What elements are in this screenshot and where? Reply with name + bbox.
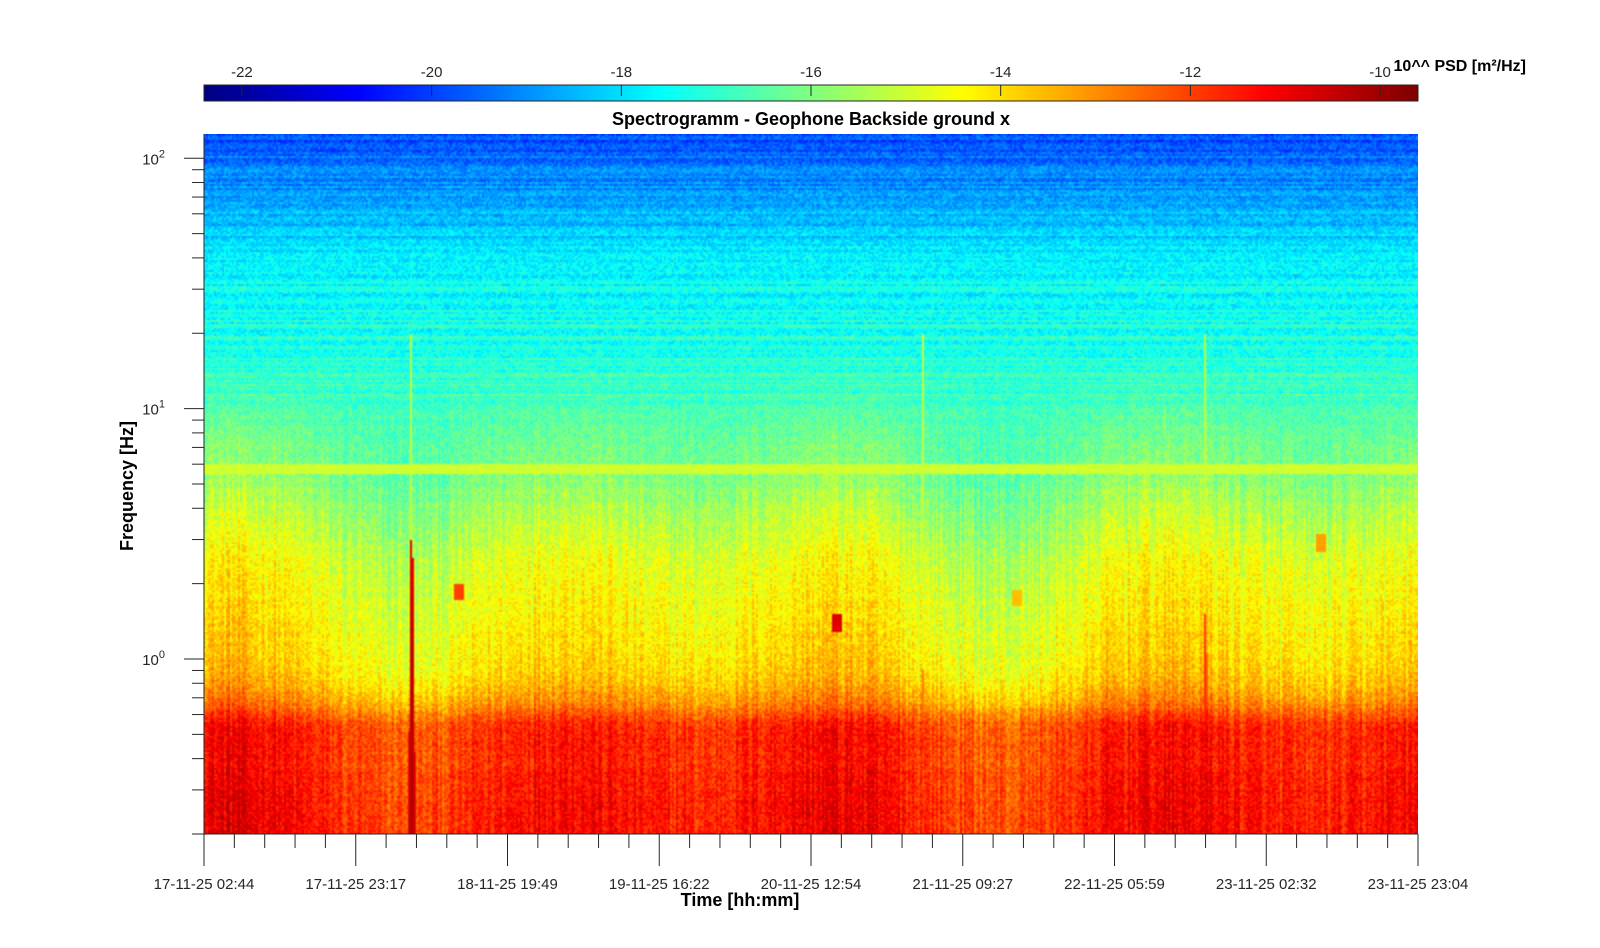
x-axis: 17-11-25 02:44 17-11-25 23:17 18-11-25 19:… — [154, 833, 1469, 893]
colorbar-tick-label: -20 — [421, 64, 443, 81]
x-tick-label: 23-11-25 02:32 — [1216, 876, 1317, 893]
colorbar-tick-label: -22 — [231, 64, 253, 81]
x-tick-label: 21-11-25 09:27 — [912, 876, 1013, 893]
plot-area: 100 101 102 17-11-25 02:44 17-11-25 23:17 18… — [142, 134, 1468, 893]
x-tick-label: 19-11-25 16:22 — [609, 876, 710, 893]
colorbar-label: 10^^ PSD [m²/Hz] — [1394, 58, 1526, 75]
chart-title: Spectrogramm - Geophone Backside ground … — [612, 109, 1010, 129]
x-tick-label: 20-11-25 12:54 — [761, 876, 862, 893]
colorbar-tick-label: -14 — [990, 64, 1012, 81]
x-tick-label: 22-11-25 05:59 — [1064, 876, 1165, 893]
x-tick-label: 17-11-25 02:44 — [154, 876, 255, 893]
y-axis-label: Frequency [Hz] — [117, 421, 137, 551]
colorbar: -22 -20 -18 -16 -14 -12 -10 10^^ PSD [m²/Hz] — [203, 58, 1526, 102]
y-tick-label: 100 — [142, 649, 165, 669]
spectrogram-image — [204, 134, 1418, 834]
colorbar-tick-label: -12 — [1180, 64, 1202, 81]
x-tick-label: 18-11-25 19:49 — [457, 876, 558, 893]
x-tick-label: 17-11-25 23:17 — [305, 876, 406, 893]
y-tick-label: 102 — [142, 148, 165, 168]
x-tick-label: 23-11-25 23:04 — [1368, 876, 1469, 893]
x-axis-label: Time [hh:mm] — [681, 890, 800, 910]
colorbar-tick-label: -18 — [610, 64, 632, 81]
y-axis: 100 101 102 — [142, 134, 205, 835]
colorbar-tick-label: -16 — [800, 64, 822, 81]
colorbar-tick-label: -10 — [1369, 64, 1391, 81]
y-tick-label: 101 — [142, 399, 165, 419]
